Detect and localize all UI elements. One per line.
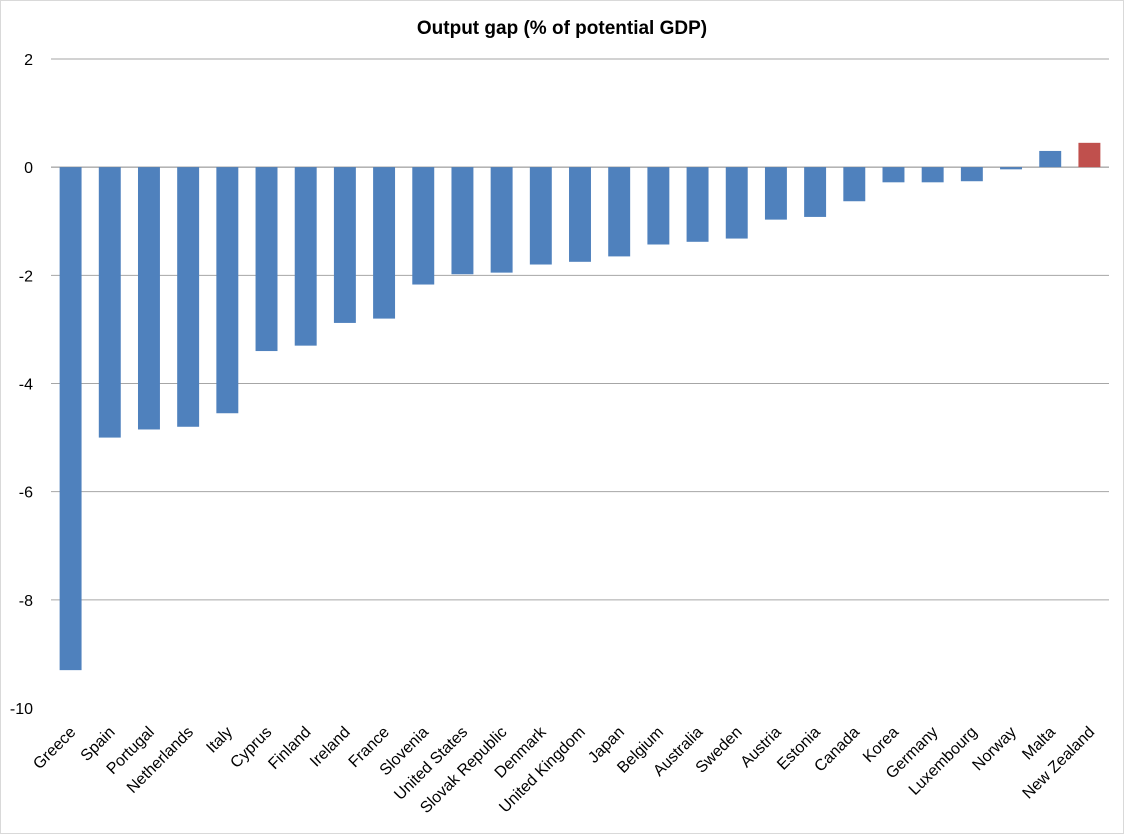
bar-greece <box>59 167 82 671</box>
bar-cyprus <box>255 167 278 352</box>
x-tick-label: Ireland <box>307 724 354 771</box>
bar-france <box>373 167 396 319</box>
bar-united-states <box>451 167 474 275</box>
y-tick-label: -4 <box>19 377 33 394</box>
y-tick-label: 2 <box>24 52 33 69</box>
y-tick-label: 0 <box>24 160 33 177</box>
bar-ireland <box>333 167 356 323</box>
x-tick-label: Norway <box>969 724 1019 774</box>
bar-japan <box>608 167 631 257</box>
bar-austria <box>764 167 787 220</box>
bar-finland <box>294 167 317 346</box>
bar-denmark <box>529 167 552 265</box>
bar-spain <box>98 167 121 438</box>
x-tick-label: Greece <box>30 724 79 773</box>
y-axis-ticks: 2 0 -2 -4 -6 -8 -10 <box>10 52 33 718</box>
bar-new-zealand <box>1078 142 1101 168</box>
y-tick-label: -8 <box>19 593 33 610</box>
bar-portugal <box>137 167 160 430</box>
bar-norway <box>1000 167 1023 170</box>
bar-australia <box>686 167 709 242</box>
x-tick-label: Italy <box>203 724 236 757</box>
bar-belgium <box>647 167 670 245</box>
bar-sweden <box>725 167 748 239</box>
y-tick-label: -6 <box>19 485 33 502</box>
bar-estonia <box>804 167 827 217</box>
bar-canada <box>843 167 866 202</box>
chart-title: Output gap (% of potential GDP) <box>417 18 707 39</box>
bars <box>59 142 1101 671</box>
x-tick-label: Finland <box>265 724 314 773</box>
bar-malta <box>1039 150 1062 168</box>
y-tick-label: -10 <box>10 701 33 718</box>
gridlines <box>51 58 1109 601</box>
bar-germany <box>921 167 944 183</box>
bar-italy <box>216 167 239 414</box>
bar-korea <box>882 167 905 183</box>
bar-luxembourg <box>960 167 983 182</box>
bar-slovenia <box>412 167 435 285</box>
bar-netherlands <box>177 167 200 427</box>
bar-united-kingdom <box>569 167 591 262</box>
y-tick-label: -2 <box>19 268 33 285</box>
bar-slovak-republic <box>490 167 513 273</box>
